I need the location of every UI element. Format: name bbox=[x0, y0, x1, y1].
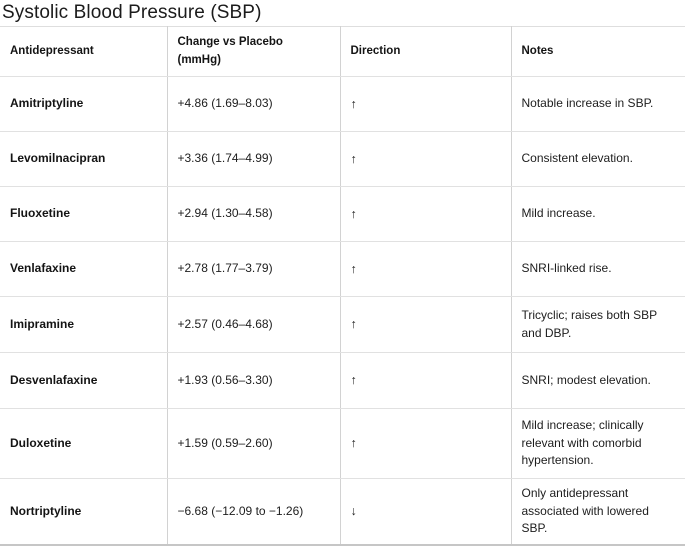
up-arrow-icon: ↑ bbox=[350, 151, 357, 166]
notes-cell: Mild increase; clinically relevant with … bbox=[511, 408, 685, 479]
drug-name-cell: Duloxetine bbox=[0, 408, 168, 479]
change-value-cell: +2.57 (0.46–4.68) bbox=[167, 296, 341, 353]
up-arrow-icon: ↑ bbox=[350, 317, 357, 332]
up-arrow-icon: ↑ bbox=[350, 261, 357, 276]
notes-cell: Tricyclic; raises both SBP and DBP. bbox=[511, 296, 685, 353]
direction-cell: ↓ bbox=[340, 478, 512, 545]
change-value-cell: +2.78 (1.77–3.79) bbox=[167, 241, 341, 297]
notes-cell: SNRI; modest elevation. bbox=[511, 352, 685, 409]
table-row: Fluoxetine +2.94 (1.30–4.58) ↑ Mild incr… bbox=[0, 186, 685, 242]
direction-cell: ↑ bbox=[340, 241, 512, 297]
table-row: Imipramine +2.57 (0.46–4.68) ↑ Tricyclic… bbox=[0, 296, 685, 353]
up-arrow-icon: ↑ bbox=[350, 373, 357, 388]
notes-cell: Mild increase. bbox=[511, 186, 685, 242]
change-value-cell: −6.68 (−12.09 to −1.26) bbox=[167, 478, 341, 545]
table-row: Desvenlafaxine +1.93 (0.56–3.30) ↑ SNRI;… bbox=[0, 352, 685, 409]
table-row: Amitriptyline +4.86 (1.69–8.03) ↑ Notabl… bbox=[0, 76, 685, 132]
table-row: Levomilnacipran +3.36 (1.74–4.99) ↑ Cons… bbox=[0, 131, 685, 187]
drug-name-cell: Levomilnacipran bbox=[0, 131, 168, 187]
change-value-cell: +3.36 (1.74–4.99) bbox=[167, 131, 341, 187]
column-header-direction: Direction bbox=[340, 26, 512, 77]
direction-cell: ↑ bbox=[340, 186, 512, 242]
direction-cell: ↑ bbox=[340, 296, 512, 353]
drug-name-cell: Desvenlafaxine bbox=[0, 352, 168, 409]
change-value-cell: +1.59 (0.59–2.60) bbox=[167, 408, 341, 479]
direction-cell: ↑ bbox=[340, 76, 512, 132]
drug-name-cell: Amitriptyline bbox=[0, 76, 168, 132]
drug-name-cell: Fluoxetine bbox=[0, 186, 168, 242]
table-row: Duloxetine +1.59 (0.59–2.60) ↑ Mild incr… bbox=[0, 408, 685, 479]
notes-cell: Notable increase in SBP. bbox=[511, 76, 685, 132]
up-arrow-icon: ↑ bbox=[350, 436, 357, 451]
table-row: Venlafaxine +2.78 (1.77–3.79) ↑ SNRI-lin… bbox=[0, 241, 685, 297]
column-header-antidepressant: Antidepressant bbox=[0, 26, 168, 77]
page-title: Systolic Blood Pressure (SBP) bbox=[2, 2, 262, 23]
sbp-table: Antidepressant Change vs Placebo (mmHg) … bbox=[0, 26, 685, 546]
up-arrow-icon: ↑ bbox=[350, 206, 357, 221]
drug-name-cell: Imipramine bbox=[0, 296, 168, 353]
table-header-row: Antidepressant Change vs Placebo (mmHg) … bbox=[0, 26, 685, 77]
direction-cell: ↑ bbox=[340, 408, 512, 479]
drug-name-cell: Venlafaxine bbox=[0, 241, 168, 297]
column-header-notes: Notes bbox=[511, 26, 685, 77]
change-value-cell: +1.93 (0.56–3.30) bbox=[167, 352, 341, 409]
direction-cell: ↑ bbox=[340, 352, 512, 409]
direction-cell: ↑ bbox=[340, 131, 512, 187]
change-value-cell: +4.86 (1.69–8.03) bbox=[167, 76, 341, 132]
notes-cell: Only antidepressant associated with lowe… bbox=[521, 486, 649, 535]
change-value-cell: +2.94 (1.30–4.58) bbox=[167, 186, 341, 242]
up-arrow-icon: ↑ bbox=[350, 96, 357, 111]
column-header-change-vs-placebo: Change vs Placebo (mmHg) bbox=[167, 26, 341, 77]
drug-name-cell: Nortriptyline bbox=[0, 478, 168, 545]
notes-cell: SNRI-linked rise. bbox=[511, 241, 685, 297]
table-row: Nortriptyline −6.68 (−12.09 to −1.26) ↓ … bbox=[0, 478, 685, 545]
notes-cell: Consistent elevation. bbox=[511, 131, 685, 187]
down-arrow-icon: ↓ bbox=[350, 504, 357, 519]
